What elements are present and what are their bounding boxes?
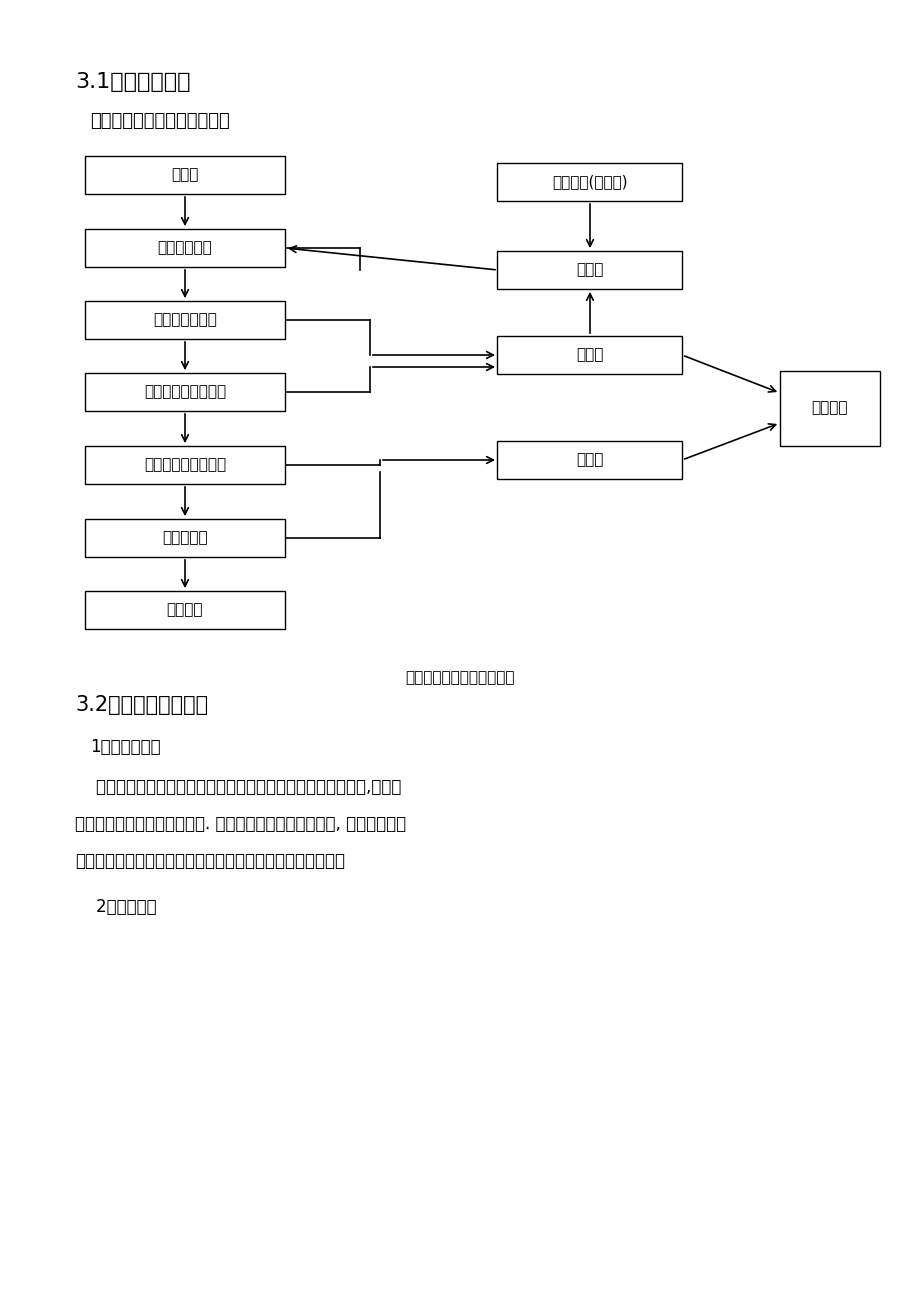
Text: 泥浆排放: 泥浆排放 — [811, 401, 847, 415]
Bar — [85, 447, 285, 484]
Text: 导墙，对于松散层可通过地表注浆进行地基加固及防渗堵漏。: 导墙，对于松散层可通过地表注浆进行地基加固及防渗堵漏。 — [75, 852, 345, 870]
Text: 地下连续墙施工工艺流程图: 地下连续墙施工工艺流程图 — [404, 671, 515, 685]
Bar — [85, 372, 285, 411]
Text: 废浆池: 废浆池 — [575, 453, 603, 467]
Text: 导墙是控制地下连续墙各项指标的基准，它起着支护槽口土体,承受地: 导墙是控制地下连续墙各项指标的基准，它起着支护槽口土体,承受地 — [75, 779, 401, 796]
Text: 3.1施工工艺流程: 3.1施工工艺流程 — [75, 72, 190, 92]
Text: 拔接头管: 拔接头管 — [166, 603, 203, 617]
Text: 循环池: 循环池 — [575, 263, 603, 277]
Bar — [85, 156, 285, 194]
Text: 吊放接头管及钢筋笼: 吊放接头管及钢筋笼 — [143, 384, 226, 400]
Text: 详见地下连续墙施工工艺流程: 详见地下连续墙施工工艺流程 — [90, 112, 230, 130]
Bar — [85, 229, 285, 267]
Bar — [497, 441, 682, 479]
Bar — [779, 371, 879, 445]
Text: 3.2施工方法要点说明: 3.2施工方法要点说明 — [75, 695, 208, 715]
Bar — [497, 336, 682, 374]
Text: 挖槽（冲槽）: 挖槽（冲槽） — [157, 241, 212, 255]
Text: 1、导墙的作用: 1、导墙的作用 — [90, 738, 161, 756]
Text: 2、导墙设计: 2、导墙设计 — [75, 898, 156, 917]
Bar — [497, 251, 682, 289]
Text: 浇灌架就位插入导管: 浇灌架就位插入导管 — [143, 457, 226, 473]
Text: 浇灌水下砼: 浇灌水下砼 — [162, 530, 208, 546]
Text: 清槽及清刷接头: 清槽及清刷接头 — [153, 312, 217, 328]
Text: 泥浆制备(新浆池): 泥浆制备(新浆池) — [551, 174, 627, 190]
Text: 沉淀池: 沉淀池 — [575, 348, 603, 362]
Text: 筑导墙: 筑导墙 — [171, 168, 199, 182]
Bar — [497, 163, 682, 201]
Text: 面荷载和稳定泥浆液面的作用. 对于地质情况比较好的地方, 可以直接施作: 面荷载和稳定泥浆液面的作用. 对于地质情况比较好的地方, 可以直接施作 — [75, 815, 405, 833]
Bar — [85, 591, 285, 629]
Bar — [85, 519, 285, 557]
Bar — [85, 301, 285, 339]
